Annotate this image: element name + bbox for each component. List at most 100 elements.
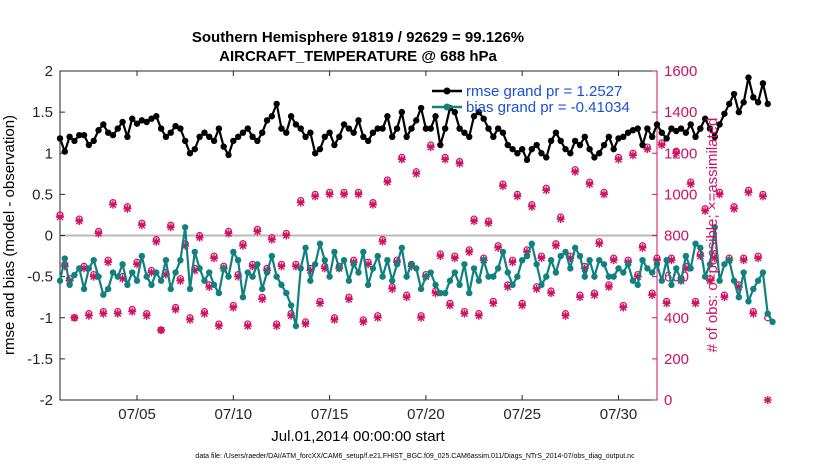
rmse-series-point bbox=[596, 150, 603, 157]
obs-assimilated-point bbox=[200, 309, 209, 318]
bias-series-point bbox=[518, 256, 526, 264]
rmse-series-point bbox=[71, 137, 78, 145]
bias-series-point bbox=[114, 273, 121, 280]
rmse-series-point bbox=[321, 133, 328, 140]
bias-series-point bbox=[509, 281, 516, 289]
bias-series-point bbox=[316, 240, 324, 247]
rmse-series-point bbox=[90, 137, 97, 145]
rmse-series-point bbox=[153, 113, 160, 120]
obs-assimilated-point bbox=[537, 254, 546, 263]
bias-series-point bbox=[56, 277, 64, 284]
obs-assimilated-point bbox=[94, 229, 103, 238]
bias-series-point bbox=[668, 281, 675, 289]
obs-assimilated-point bbox=[436, 252, 445, 261]
obs-assimilated-point bbox=[426, 143, 435, 152]
bias-series-point bbox=[191, 248, 199, 256]
rmse-series-point bbox=[677, 125, 685, 132]
rmse-series-point bbox=[56, 135, 64, 142]
bias-series-point bbox=[586, 256, 593, 264]
rmse-series-point bbox=[191, 145, 199, 153]
rmse-series-point bbox=[268, 113, 276, 120]
obs-assimilated-point bbox=[147, 268, 156, 277]
bias-series-point bbox=[624, 261, 632, 268]
y-left-tick-label: -1 bbox=[40, 310, 53, 327]
bias-series-point bbox=[254, 261, 261, 268]
rmse-series-point bbox=[234, 133, 242, 140]
obs-assimilated-point bbox=[600, 190, 609, 199]
rmse-series-point bbox=[653, 121, 661, 128]
x-tick-label: 07/30 bbox=[600, 406, 638, 423]
rmse-series-point bbox=[220, 143, 227, 150]
obs-assimilated-point bbox=[763, 396, 772, 404]
bias-series-point bbox=[466, 289, 473, 297]
bias-series-point bbox=[100, 291, 107, 298]
y-right-tick-label: 200 bbox=[664, 351, 689, 368]
legend-bias-label: bias grand pr = -0.41034 bbox=[466, 99, 630, 116]
rmse-series-point bbox=[750, 94, 757, 101]
bias-series-point bbox=[673, 265, 680, 272]
bias-series-point bbox=[331, 248, 338, 256]
rmse-series-point bbox=[364, 137, 372, 145]
obs-assimilated-point bbox=[609, 256, 618, 265]
obs-assimilated-point bbox=[657, 141, 666, 150]
rmse-series-point bbox=[355, 117, 362, 124]
bias-series-point bbox=[514, 273, 521, 280]
rmse-series-point bbox=[206, 133, 213, 140]
bias-series-point bbox=[446, 277, 454, 284]
rmse-series-point bbox=[196, 133, 203, 140]
obs-assimilated-point bbox=[532, 284, 541, 293]
bias-series-point bbox=[364, 281, 372, 289]
rmse-series-point bbox=[340, 121, 348, 128]
rmse-series-point bbox=[634, 125, 641, 132]
bias-series-point bbox=[157, 277, 165, 284]
obs-assimilated-point bbox=[354, 190, 363, 199]
y-left-tick-label: 1.5 bbox=[32, 104, 53, 121]
rmse-series-point bbox=[547, 137, 555, 145]
rmse-series-point bbox=[143, 118, 150, 126]
rmse-series-point bbox=[605, 133, 613, 140]
rmse-series-point bbox=[331, 141, 338, 149]
rmse-series-point bbox=[124, 133, 131, 140]
rmse-series-point bbox=[230, 137, 237, 145]
rmse-series-point bbox=[610, 145, 617, 153]
obs-assimilated-point bbox=[210, 254, 219, 263]
bias-series-point bbox=[432, 281, 439, 289]
obs-assimilated-point bbox=[556, 215, 565, 224]
bias-series-point bbox=[292, 322, 300, 330]
rmse-series-point bbox=[490, 133, 497, 140]
rmse-series-point bbox=[326, 129, 333, 136]
y-right-tick-label: 1400 bbox=[664, 104, 697, 121]
bias-series-point bbox=[220, 265, 227, 272]
obs-assimilated-point bbox=[619, 303, 628, 312]
obs-assimilated-point bbox=[441, 155, 450, 164]
bias-series-point bbox=[639, 256, 646, 264]
bias-series-point bbox=[124, 281, 131, 289]
obs-assimilated-point bbox=[566, 254, 575, 263]
obs-assimilated-point bbox=[315, 299, 324, 308]
bias-series-point bbox=[682, 252, 690, 260]
bias-series-point bbox=[278, 281, 285, 289]
rmse-series-point bbox=[499, 129, 507, 136]
bias-series-point bbox=[374, 252, 381, 260]
rmse-series-point bbox=[754, 99, 762, 106]
bias-series-point bbox=[360, 248, 367, 256]
bias-series-point bbox=[61, 255, 69, 262]
bias-series-point bbox=[283, 289, 290, 297]
bias-series-point bbox=[408, 261, 415, 268]
obs-assimilated-point bbox=[614, 155, 623, 164]
obs-assimilated-point bbox=[229, 303, 238, 312]
obs-assimilated-point bbox=[234, 272, 243, 281]
bias-series-point bbox=[311, 261, 319, 268]
bias-series-point bbox=[129, 269, 136, 276]
rmse-series-point bbox=[374, 125, 381, 132]
bias-series-point bbox=[451, 269, 458, 276]
bias-series-point bbox=[85, 265, 93, 272]
bias-series-point bbox=[721, 261, 728, 268]
bias-series-point bbox=[249, 273, 256, 280]
obs-assimilated-point bbox=[513, 192, 522, 201]
obs-assimilated-point bbox=[523, 247, 532, 256]
obs-assimilated-point bbox=[705, 276, 714, 285]
obs-assimilated-point bbox=[734, 282, 743, 291]
obs-assimilated-point bbox=[551, 241, 560, 250]
obs-assimilated-point bbox=[681, 264, 690, 273]
